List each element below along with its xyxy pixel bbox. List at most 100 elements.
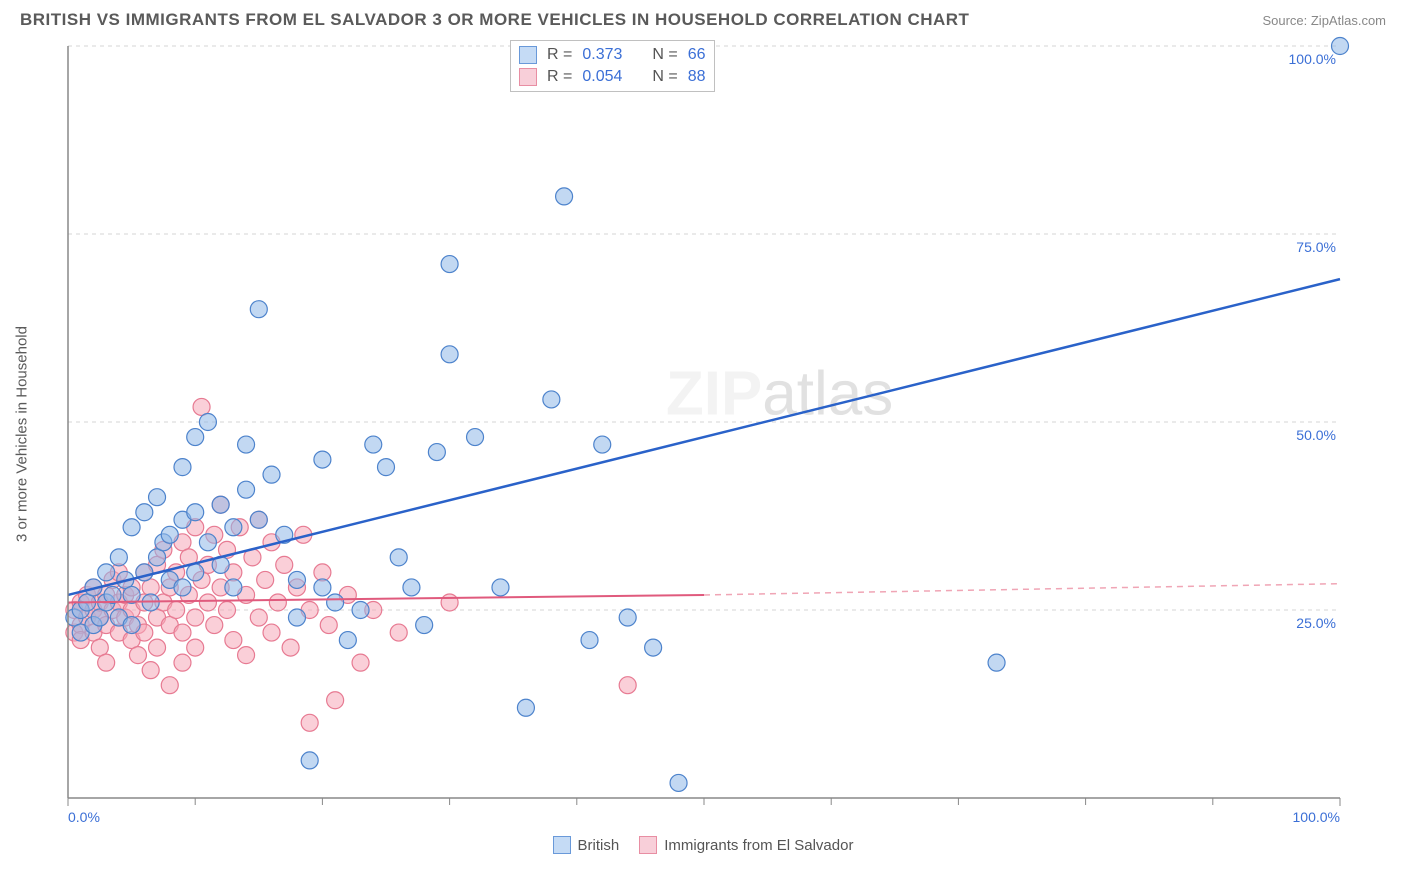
data-point-blue xyxy=(314,451,331,468)
data-point-blue xyxy=(199,414,216,431)
data-point-blue xyxy=(365,436,382,453)
legend-r-label: R = xyxy=(547,44,572,66)
legend-swatch-blue xyxy=(553,836,571,854)
data-point-blue xyxy=(314,579,331,596)
chart-header: BRITISH VS IMMIGRANTS FROM EL SALVADOR 3… xyxy=(0,0,1406,36)
data-point-blue xyxy=(250,511,267,528)
legend-swatch-pink xyxy=(639,836,657,854)
legend-series-label: Immigrants from El Salvador xyxy=(664,837,853,854)
y-axis-label: 3 or more Vehicles in Household xyxy=(14,326,31,542)
data-point-blue xyxy=(517,699,534,716)
data-point-blue xyxy=(238,436,255,453)
y-tick-label: 100.0% xyxy=(1289,51,1336,67)
data-point-pink xyxy=(225,632,242,649)
data-point-blue xyxy=(390,549,407,566)
data-point-pink xyxy=(174,654,191,671)
legend-r-value: 0.373 xyxy=(582,44,622,66)
legend-series: British Immigrants from El Salvador xyxy=(0,836,1406,854)
legend-row: R =0.373N =66 xyxy=(519,44,706,66)
legend-swatch-pink xyxy=(519,68,537,86)
data-point-pink xyxy=(352,654,369,671)
data-point-blue xyxy=(263,466,280,483)
chart-title: BRITISH VS IMMIGRANTS FROM EL SALVADOR 3… xyxy=(20,10,969,30)
data-point-pink xyxy=(390,624,407,641)
y-tick-label: 25.0% xyxy=(1296,615,1336,631)
data-point-blue xyxy=(123,519,140,536)
data-point-blue xyxy=(416,617,433,634)
data-point-pink xyxy=(168,602,185,619)
legend-series-label: British xyxy=(578,837,620,854)
data-point-blue xyxy=(352,602,369,619)
data-point-blue xyxy=(428,444,445,461)
data-point-blue xyxy=(136,504,153,521)
x-tick-label: 100.0% xyxy=(1293,809,1340,825)
data-point-blue xyxy=(670,774,687,791)
data-point-blue xyxy=(645,639,662,656)
data-point-blue xyxy=(250,301,267,318)
data-point-pink xyxy=(187,609,204,626)
legend-n-label: N = xyxy=(652,66,677,88)
data-point-pink xyxy=(257,571,274,588)
data-point-blue xyxy=(301,752,318,769)
scatter-plot: ZIPatlas0.0%100.0%25.0%50.0%75.0%100.0% xyxy=(50,36,1370,832)
data-point-blue xyxy=(238,481,255,498)
data-point-pink xyxy=(129,647,146,664)
legend-item: British xyxy=(553,836,620,854)
data-point-pink xyxy=(250,609,267,626)
data-point-blue xyxy=(441,256,458,273)
data-point-pink xyxy=(174,624,191,641)
data-point-blue xyxy=(543,391,560,408)
data-point-pink xyxy=(149,639,166,656)
data-point-pink xyxy=(619,677,636,694)
data-point-blue xyxy=(339,632,356,649)
data-point-blue xyxy=(212,496,229,513)
data-point-blue xyxy=(594,436,611,453)
data-point-pink xyxy=(161,677,178,694)
data-point-blue xyxy=(187,504,204,521)
data-point-pink xyxy=(282,639,299,656)
data-point-blue xyxy=(161,526,178,543)
data-point-pink xyxy=(263,624,280,641)
data-point-pink xyxy=(142,662,159,679)
data-point-blue xyxy=(288,609,305,626)
data-point-blue xyxy=(149,489,166,506)
data-point-blue xyxy=(123,617,140,634)
data-point-pink xyxy=(98,654,115,671)
data-point-pink xyxy=(187,639,204,656)
data-point-pink xyxy=(441,594,458,611)
regression-line-blue xyxy=(68,279,1340,595)
data-point-blue xyxy=(225,519,242,536)
data-point-blue xyxy=(288,571,305,588)
x-tick-label: 0.0% xyxy=(68,809,100,825)
y-tick-label: 50.0% xyxy=(1296,427,1336,443)
data-point-blue xyxy=(187,564,204,581)
legend-item: Immigrants from El Salvador xyxy=(639,836,853,854)
data-point-blue xyxy=(187,429,204,446)
data-point-blue xyxy=(467,429,484,446)
data-point-blue xyxy=(225,579,242,596)
data-point-blue xyxy=(556,188,573,205)
y-tick-label: 75.0% xyxy=(1296,239,1336,255)
data-point-blue xyxy=(98,564,115,581)
legend-n-label: N = xyxy=(652,44,677,66)
data-point-blue xyxy=(403,579,420,596)
data-point-pink xyxy=(219,602,236,619)
legend-r-value: 0.054 xyxy=(582,66,622,88)
data-point-blue xyxy=(441,346,458,363)
data-point-blue xyxy=(174,579,191,596)
legend-swatch-blue xyxy=(519,46,537,64)
data-point-blue xyxy=(492,579,509,596)
data-point-blue xyxy=(988,654,1005,671)
data-point-pink xyxy=(320,617,337,634)
data-point-blue xyxy=(327,594,344,611)
data-point-pink xyxy=(199,594,216,611)
legend-n-value: 88 xyxy=(688,66,706,88)
data-point-blue xyxy=(174,459,191,476)
legend-row: R =0.054N =88 xyxy=(519,66,706,88)
chart-source: Source: ZipAtlas.com xyxy=(1262,13,1386,28)
data-point-pink xyxy=(327,692,344,709)
data-point-pink xyxy=(301,714,318,731)
regression-line-pink-dashed xyxy=(704,584,1340,595)
chart-area: 3 or more Vehicles in Household ZIPatlas… xyxy=(50,36,1386,832)
data-point-pink xyxy=(276,556,293,573)
